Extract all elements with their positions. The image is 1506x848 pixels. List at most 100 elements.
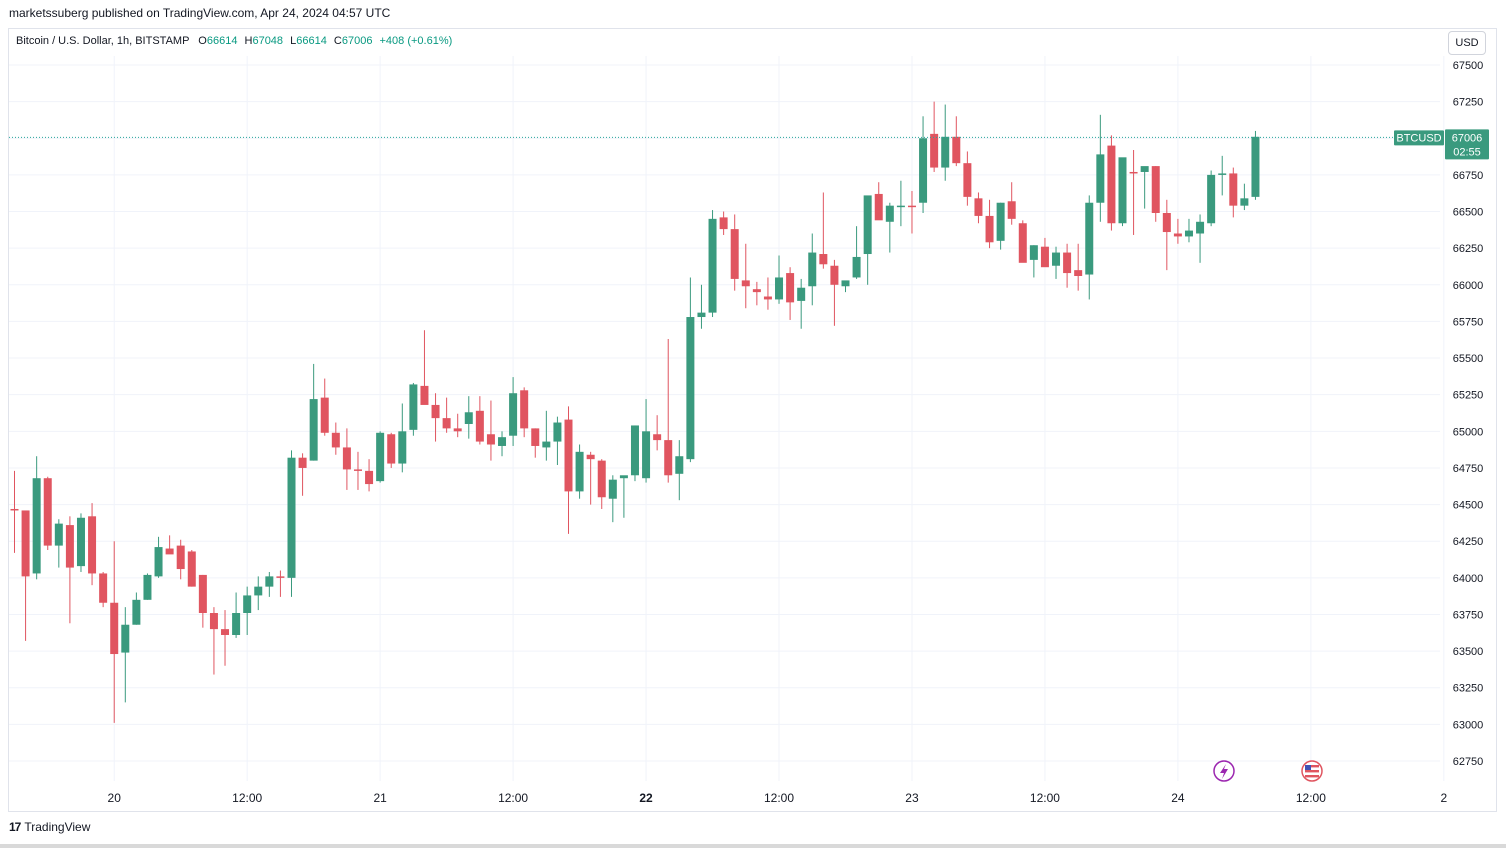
candle-up [619,475,628,518]
candle-body [254,586,263,596]
close-value: 67006 [341,35,373,47]
candle-up [1196,214,1205,263]
candle-down [1063,243,1072,288]
candle-down [819,192,828,269]
candle-up [243,586,252,635]
price-badge: BTCUSD 67006 02:55 [1394,129,1489,160]
candle-body [564,419,573,492]
candle-body [464,412,473,424]
candle-body [1129,171,1138,174]
candle-down [1229,167,1238,218]
candle-body [1052,252,1061,266]
candle-down [99,571,108,608]
candle-body [985,215,994,243]
candle-body [553,422,562,442]
candle-down [830,259,839,326]
y-tick-label: 64750 [1453,463,1484,475]
candle-down [320,378,329,436]
candle-body [498,437,507,446]
candle-up [143,573,152,600]
tradingview-logo[interactable]: 17 TradingView [9,820,90,834]
candle-down [209,607,218,675]
candle-body [154,547,163,577]
candle-body [786,273,795,303]
candle-body [1207,174,1216,224]
candle-body [187,551,196,587]
candle-body [763,296,772,300]
candle-down [420,330,429,405]
candle-body [697,312,706,318]
y-tick-label: 67250 [1453,97,1484,109]
candle-body [1029,245,1038,260]
candle-body [1140,166,1149,172]
candle-down [586,451,595,505]
candle-body [907,205,916,208]
candle-body [43,478,52,546]
candle-body [586,454,595,460]
x-tick-label: 20 [108,791,122,805]
flag-canton [1305,765,1311,770]
y-tick-label: 65000 [1453,426,1484,438]
candle-body [276,576,285,578]
candle-body [65,525,74,568]
high-value: 67048 [252,35,284,47]
candle-body [221,629,230,635]
x-tick-label: 12:00 [232,791,262,805]
candle-down [365,459,374,492]
candle-up [287,450,296,597]
candle-body [121,624,130,653]
flag-stripe [1305,765,1319,768]
candle-down [1018,220,1027,263]
candle-body [520,390,529,429]
price-badge-price: 67006 [1452,132,1483,144]
x-tick-label: 12:00 [1030,791,1060,805]
candle-down [331,422,340,455]
candle-body [420,385,429,405]
candle-up [498,431,507,457]
candle-body [708,218,717,313]
candle-down [10,470,19,553]
candle-body [1096,154,1105,203]
y-tick-label: 63500 [1453,646,1484,658]
candle-body [642,431,651,479]
candle-body [730,229,739,279]
currency-button[interactable]: USD [1448,31,1486,55]
candle-down [353,451,362,490]
candle-body [32,478,41,574]
candle-body [387,434,396,464]
candle-up [841,280,850,293]
candle-body [1074,270,1083,276]
candle-body [675,456,684,474]
time-axis: 20 12:00 21 12:00 22 12:00 23 12:00 24 12:00 2 [108,791,1448,805]
candle-body [342,447,351,470]
candle-body [808,252,817,287]
candle-body [320,397,329,433]
candle-body [1173,233,1182,237]
candle-body [21,510,30,577]
candle-body [409,384,418,430]
candle-up [309,363,318,461]
candle-down [597,459,606,509]
candle-up [675,440,684,501]
candle-up [398,403,407,473]
candle-down [43,476,52,551]
tradingview-logo-text: TradingView [24,820,91,834]
open-value: 66614 [206,35,238,47]
candle-down [387,432,396,468]
candle-up [1029,245,1038,278]
candle-body [1118,157,1127,224]
candle-body [376,432,385,482]
candle-up [542,410,551,461]
candle-up [1251,130,1260,200]
candle-body [619,475,628,479]
candle-body [608,479,617,499]
candle-body [1240,198,1249,206]
candle-down [1151,166,1160,222]
candle-down [719,211,728,235]
close-label: C [333,35,342,47]
candle-down [952,116,961,167]
candle-body [1184,230,1193,237]
candle-up [509,377,518,446]
x-tick-label: 23 [905,791,919,805]
